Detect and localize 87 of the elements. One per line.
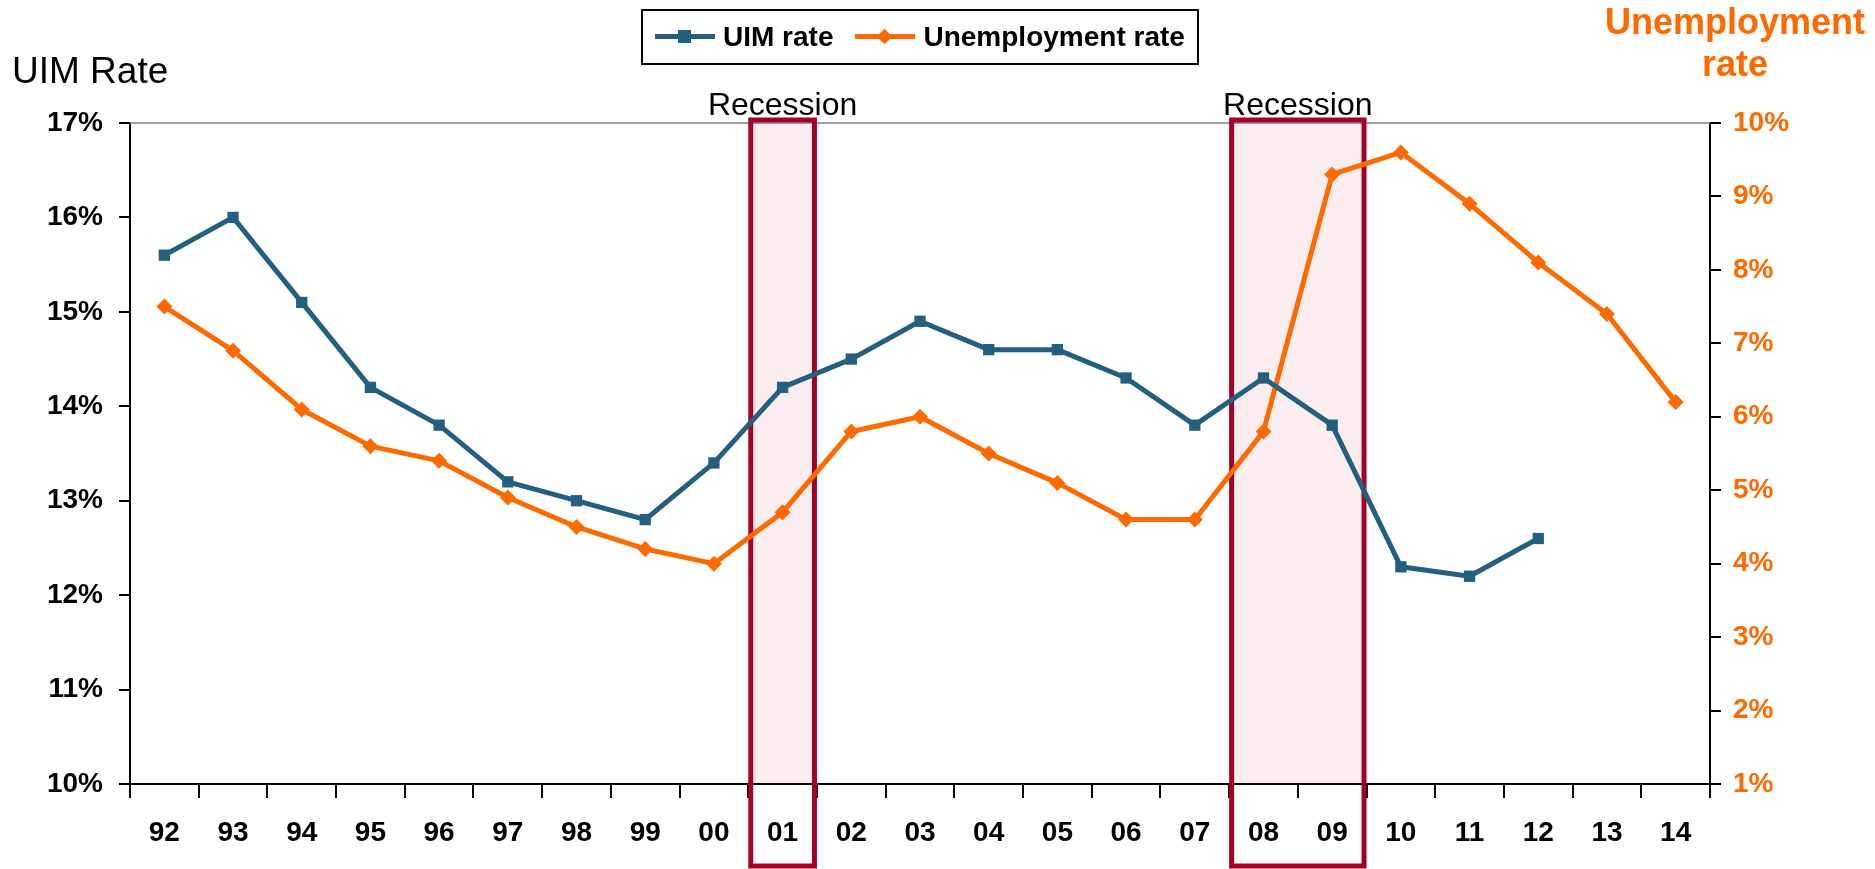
point <box>1051 343 1064 356</box>
y2-axis-title: Unemployment rate <box>1603 1 1866 85</box>
x-tick-label: 14 <box>1660 815 1692 847</box>
point <box>637 540 654 557</box>
point <box>1532 532 1544 545</box>
y2-tick-label: 3% <box>1733 619 1774 651</box>
point <box>431 452 448 469</box>
y-tick-label: 16% <box>46 200 104 232</box>
point <box>1530 254 1547 271</box>
point <box>1392 144 1409 161</box>
x-tick-label: 94 <box>286 815 318 847</box>
y-tick-label: 14% <box>46 389 104 420</box>
y2-tick-label: 10% <box>1733 105 1790 137</box>
point <box>568 518 585 535</box>
y2-tick-label: 4% <box>1733 546 1774 578</box>
point <box>914 315 926 327</box>
point <box>156 298 173 315</box>
x-tick-label: 99 <box>629 815 661 847</box>
x-tick-label: 06 <box>1110 815 1142 847</box>
point <box>499 489 516 506</box>
point <box>362 438 379 455</box>
y-tick-label: 17% <box>46 105 104 137</box>
point <box>296 296 308 309</box>
legend-label: UIM rate <box>723 21 834 53</box>
x-tick-label: 13 <box>1591 815 1623 847</box>
point <box>1257 372 1270 384</box>
point <box>980 445 997 462</box>
point <box>912 408 928 425</box>
point <box>1598 305 1615 322</box>
y-tick-label: 15% <box>46 294 104 326</box>
point <box>774 504 791 521</box>
y2-tick-label: 2% <box>1733 693 1774 725</box>
point <box>1324 166 1341 183</box>
point <box>502 476 514 488</box>
x-tick-label: 93 <box>217 815 249 847</box>
x-tick-label: 05 <box>1041 815 1073 847</box>
y-tick-label: 12% <box>46 577 104 609</box>
point <box>227 211 239 224</box>
point <box>158 249 171 261</box>
y-tick-label: 11% <box>48 672 104 704</box>
y2-tick-label: 5% <box>1733 472 1774 504</box>
x-tick-label: 04 <box>973 815 1005 847</box>
point <box>843 423 860 440</box>
point <box>776 381 789 394</box>
point <box>708 457 720 469</box>
point <box>983 343 995 356</box>
x-tick-label: 98 <box>560 815 593 847</box>
point <box>1667 394 1684 411</box>
legend-label: Unemployment rate <box>923 21 1185 53</box>
x-tick-label: 00 <box>698 815 730 847</box>
point <box>845 353 857 365</box>
point <box>1049 474 1066 491</box>
point <box>1461 195 1478 212</box>
x-tick-label: 92 <box>148 815 180 847</box>
y-tick-label: 10% <box>46 766 104 798</box>
point <box>639 513 651 526</box>
x-tick-label: 95 <box>354 815 387 847</box>
point <box>705 555 722 572</box>
point <box>433 419 445 431</box>
x-tick-label: 96 <box>423 815 455 847</box>
point <box>1120 372 1132 384</box>
point <box>1255 423 1272 440</box>
x-tick-label: 08 <box>1247 815 1280 847</box>
x-tick-label: 01 <box>767 815 799 847</box>
y-tick-label: 13% <box>46 483 104 515</box>
x-tick-label: 10 <box>1385 815 1417 847</box>
y2-tick-label: 7% <box>1733 326 1774 358</box>
point <box>570 495 583 507</box>
x-tick-label: 97 <box>492 815 524 847</box>
y2-tick-label: 8% <box>1733 252 1774 284</box>
point <box>1463 570 1476 582</box>
y2-tick-label: 1% <box>1733 766 1774 798</box>
point <box>293 401 310 418</box>
x-tick-label: 07 <box>1179 815 1211 847</box>
x-tick-label: 03 <box>904 815 936 847</box>
point <box>1326 419 1338 431</box>
y2-tick-label: 6% <box>1733 399 1774 431</box>
point <box>225 342 242 359</box>
x-tick-label: 11 <box>1454 815 1485 847</box>
y-axis-title: UIM Rate <box>12 50 169 92</box>
point <box>1189 419 1201 431</box>
x-tick-label: 02 <box>835 815 867 847</box>
x-tick-label: 09 <box>1316 815 1348 847</box>
point <box>364 381 377 394</box>
x-tick-label: 12 <box>1522 815 1554 847</box>
y2-tick-label: 9% <box>1733 179 1774 211</box>
point <box>1395 561 1407 573</box>
